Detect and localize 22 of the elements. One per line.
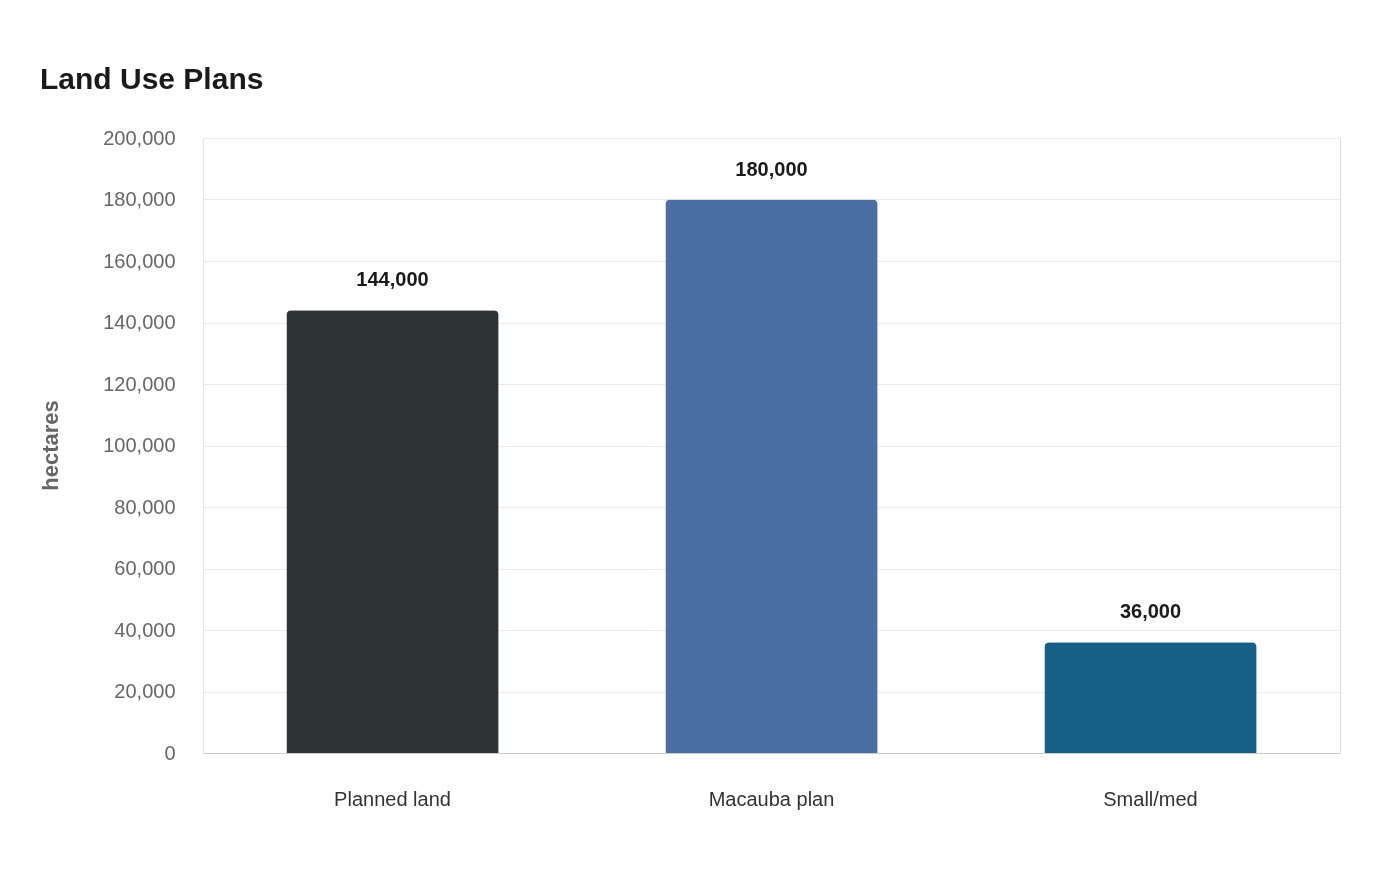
data-label: 144,000	[356, 268, 429, 291]
bar	[286, 310, 499, 753]
y-tick-label: 0	[164, 741, 176, 764]
y-tick-label: 60,000	[114, 557, 176, 579]
y-axis-title: hectares	[37, 400, 63, 491]
y-tick-label: 140,000	[103, 311, 176, 333]
x-tick-label: Small/med	[1103, 787, 1198, 810]
y-tick-label: 20,000	[114, 680, 176, 702]
y-tick-label: 40,000	[114, 618, 176, 641]
y-tick-label: 200,000	[103, 126, 176, 149]
bar	[665, 199, 878, 753]
x-tick-label: Planned land	[334, 787, 451, 810]
y-tick-label: 80,000	[114, 495, 176, 518]
y-tick-label: 100,000	[103, 434, 176, 456]
chart-title: Land Use Plans	[40, 62, 264, 95]
data-label: 36,000	[1119, 600, 1182, 623]
y-tick-label: 120,000	[103, 372, 176, 395]
data-label: 180,000	[735, 157, 808, 180]
x-tick-label: Macauba plan	[708, 787, 835, 810]
y-tick-label: 180,000	[103, 188, 176, 210]
y-tick-label: 160,000	[103, 249, 176, 272]
bar	[1044, 642, 1257, 753]
